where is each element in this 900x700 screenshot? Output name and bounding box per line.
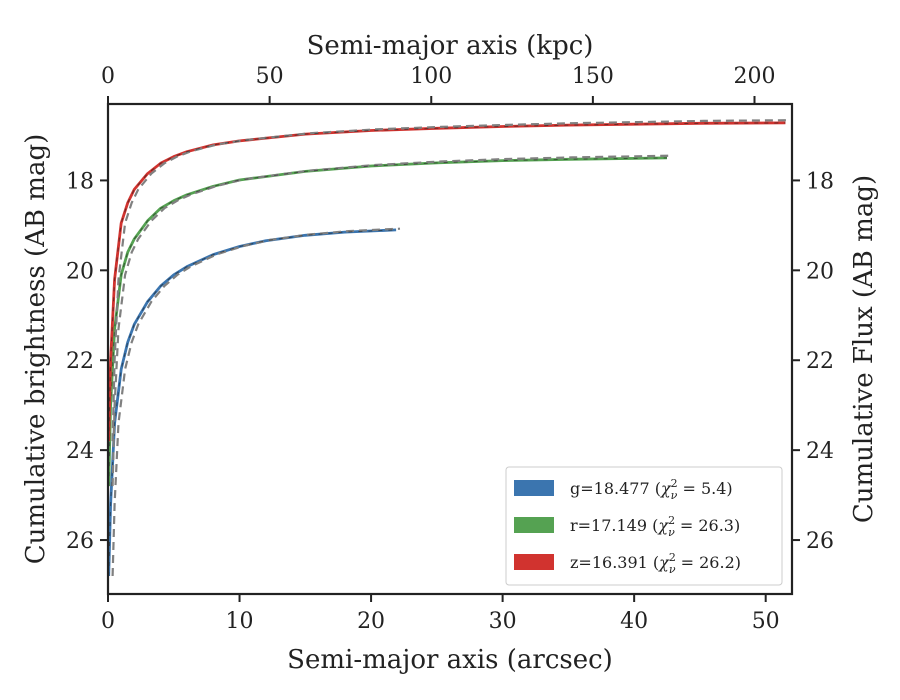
x-axis-title: Semi-major axis (arcsec) bbox=[287, 645, 613, 675]
y-tick-label: 18 bbox=[66, 169, 94, 194]
legend-box bbox=[505, 466, 783, 586]
model-line-r bbox=[111, 154, 672, 487]
right-y-tick-label: 22 bbox=[806, 349, 834, 374]
y-tick-label: 24 bbox=[66, 439, 94, 464]
top-x-tick-label: 200 bbox=[734, 64, 776, 89]
right-y-tick-label: 24 bbox=[806, 439, 834, 464]
y-tick-label: 20 bbox=[66, 259, 94, 284]
top-x-tick-label: 0 bbox=[101, 64, 115, 89]
series-line-r bbox=[107, 156, 668, 487]
x-tick-label: 10 bbox=[226, 609, 254, 634]
right-y-tick-label: 18 bbox=[806, 169, 834, 194]
curves-group bbox=[107, 119, 790, 577]
x-tick-label: 50 bbox=[752, 609, 780, 634]
model-line-z bbox=[111, 119, 790, 442]
top-x-tick-label: 150 bbox=[572, 64, 614, 89]
y-tick-label: 22 bbox=[66, 349, 94, 374]
x-tick-label: 40 bbox=[620, 609, 648, 634]
legend-swatch-g bbox=[514, 480, 554, 496]
model-line-g bbox=[111, 227, 401, 577]
right-y-tick-label: 20 bbox=[806, 259, 834, 284]
legend-swatch-r bbox=[514, 517, 554, 533]
model-core-g bbox=[108, 229, 397, 577]
legend-swatch-z bbox=[514, 554, 554, 570]
ticks-group: 0 10 20 30 40 50 0 50 100 150 200 18 18 20 20 22 22 24 24 2… bbox=[66, 64, 834, 634]
top-x-axis-title: Semi-major axis (kpc) bbox=[307, 31, 594, 61]
top-x-tick-label: 50 bbox=[256, 64, 284, 89]
top-x-tick-label: 100 bbox=[410, 64, 452, 89]
legend-label-g: g=18.477 (χ2 ν = 5.4) bbox=[570, 477, 733, 502]
series-line-g bbox=[107, 228, 397, 577]
model-core-z bbox=[108, 122, 786, 442]
legend-label-z: z=16.391 (χ2 ν = 26.2) bbox=[570, 551, 741, 576]
x-tick-label: 20 bbox=[357, 609, 385, 634]
plot-frame bbox=[106, 102, 794, 596]
legend-label-r: r=17.149 (χ2 ν = 26.3) bbox=[570, 514, 740, 539]
x-tick-label: 30 bbox=[489, 609, 517, 634]
series-line-z bbox=[107, 121, 786, 442]
right-y-axis-title: Cumulative Flux (AB mag) bbox=[849, 175, 879, 523]
right-y-tick-label: 26 bbox=[806, 529, 834, 554]
legend: g=18.477 (χ2 ν = 5.4) r=17.149 (χ2 ν = 26.3… bbox=[505, 466, 783, 586]
y-tick-label: 26 bbox=[66, 529, 94, 554]
model-core-r bbox=[108, 157, 668, 487]
y-axis-title: Cumulative brightness (AB mag) bbox=[21, 134, 51, 565]
x-tick-label: 0 bbox=[101, 609, 115, 634]
